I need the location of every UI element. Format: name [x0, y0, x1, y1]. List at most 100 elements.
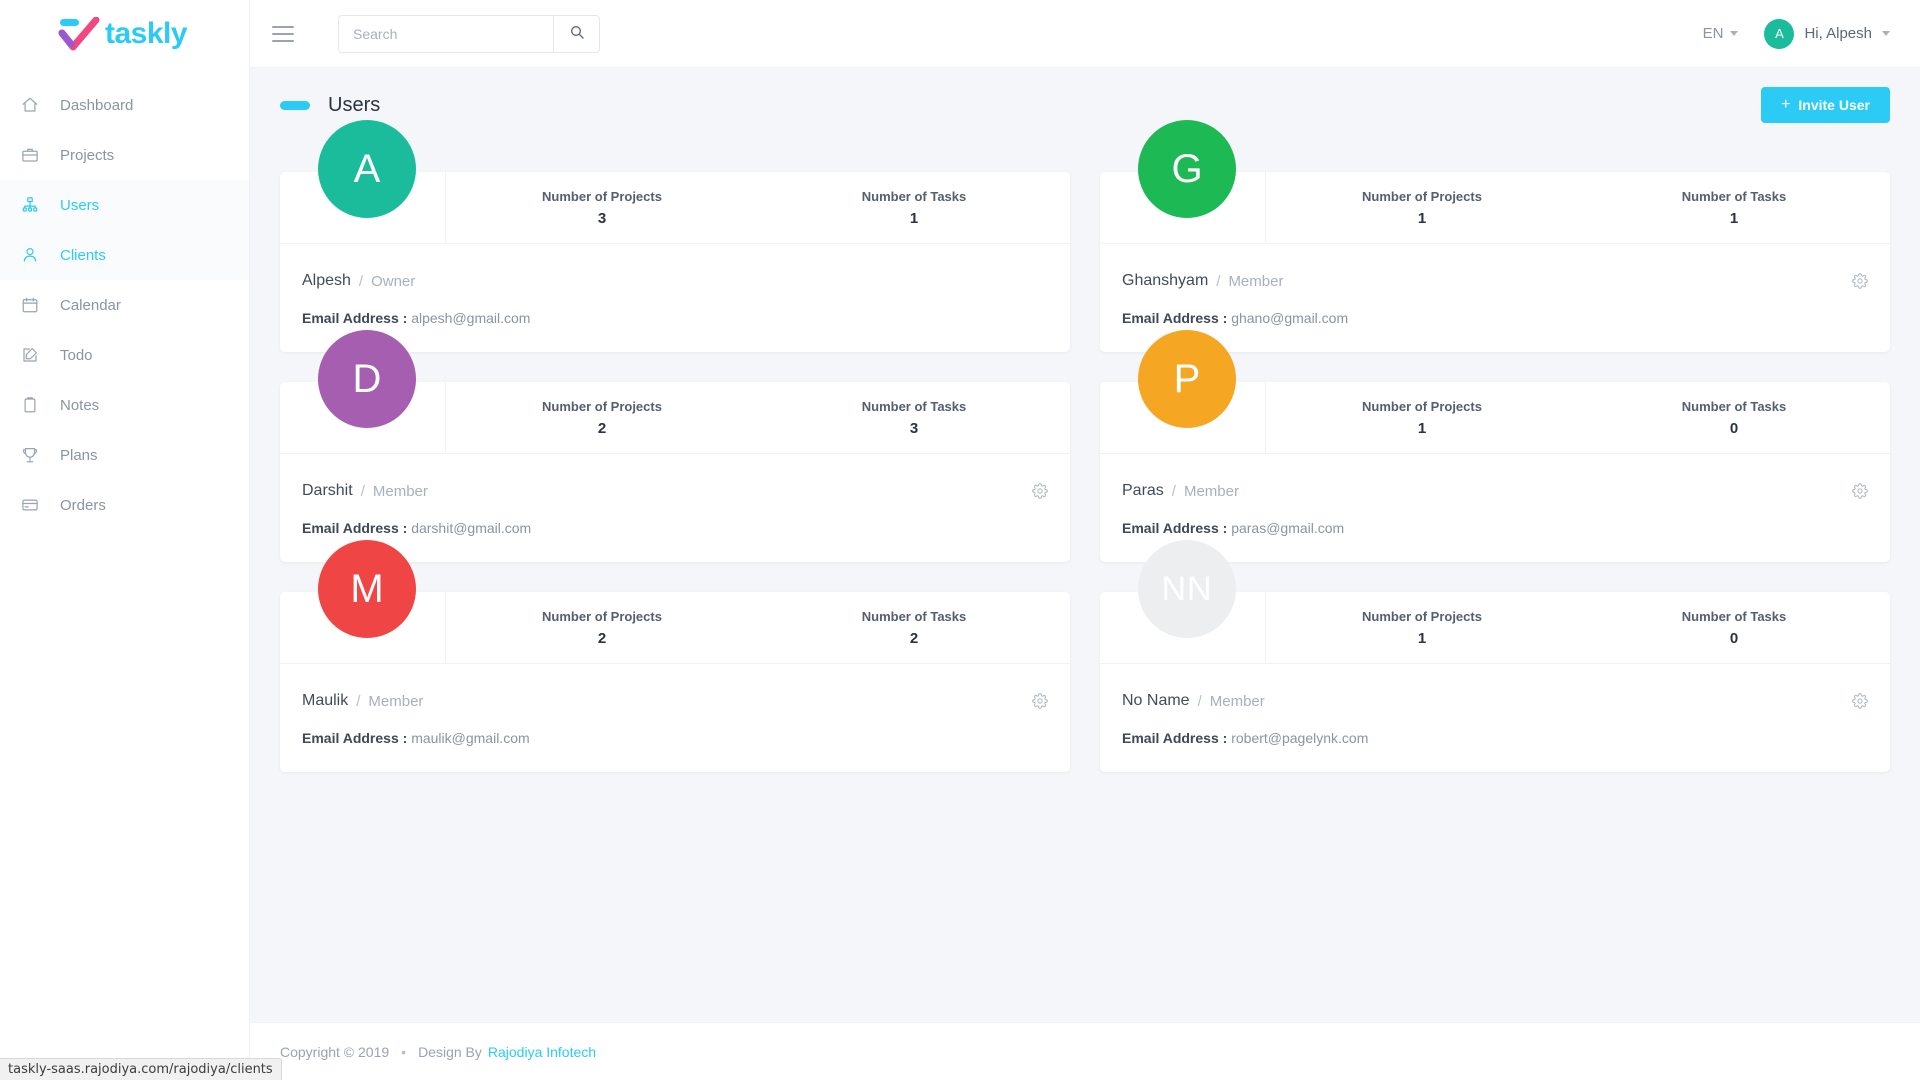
user-card-body: Darshit / Member Email Address : darshit… — [280, 454, 1070, 562]
footer-company-link[interactable]: Rajodiya Infotech — [487, 1043, 597, 1060]
clipboard-icon — [20, 395, 40, 415]
user-avatar: P — [1138, 330, 1236, 428]
user-card: M Number of Projects 2 Number of Tasks 2 — [280, 540, 1070, 772]
logo-text: taskly — [105, 17, 188, 50]
user-card-body: No Name / Member Email Address : robert@… — [1100, 664, 1890, 772]
stat-label: Number of Tasks — [861, 398, 967, 414]
user-email-row: Email Address : alpesh@gmail.com — [302, 310, 1048, 326]
calendar-icon — [20, 295, 40, 315]
stat-label: Number of Projects — [542, 398, 662, 414]
sidebar: taskly Dashboard Projects Users — [0, 0, 250, 1080]
separator: / — [1216, 272, 1221, 290]
email-label: Email Address : — [302, 730, 408, 746]
users-grid: A Number of Projects 3 Number of Tasks 1 — [280, 120, 1890, 772]
footer-design-by: Design By — [418, 1043, 482, 1060]
logo[interactable]: taskly — [0, 0, 249, 68]
stat-projects: Number of Projects 3 — [446, 172, 758, 243]
user-email-row: Email Address : robert@pagelynk.com — [1122, 730, 1868, 746]
email-label: Email Address : — [1122, 520, 1228, 536]
stat-projects: Number of Projects 1 — [1266, 172, 1578, 243]
user-stats: Number of Projects 2 Number of Tasks 2 — [280, 592, 1070, 664]
stat-label: Number of Projects — [542, 188, 662, 204]
footer-dot: • — [401, 1043, 407, 1060]
sidebar-item-todo[interactable]: Todo — [0, 330, 249, 380]
browser-status-bar: taskly-saas.rajodiya.com/rajodiya/client… — [0, 1058, 282, 1080]
search-button[interactable] — [553, 14, 600, 53]
language-selector[interactable]: EN — [1703, 25, 1739, 42]
settings-gear-icon[interactable] — [1032, 693, 1048, 709]
invite-user-button[interactable]: + Invite User — [1761, 87, 1890, 123]
sidebar-label: Dashboard — [60, 96, 134, 114]
avatar-spacer — [280, 382, 446, 453]
stat-value: 1 — [909, 209, 919, 227]
search-group — [338, 14, 600, 53]
settings-gear-icon[interactable] — [1852, 483, 1868, 499]
user-role: Member — [1183, 482, 1239, 500]
user-name-row: Darshit / Member — [302, 482, 1048, 500]
stat-projects: Number of Projects 2 — [446, 592, 758, 663]
sidebar-item-calendar[interactable]: Calendar — [0, 280, 249, 330]
stat-value: 1 — [1417, 209, 1427, 227]
credit-card-icon — [20, 495, 40, 515]
user-card-slot: NN Number of Projects 1 Number of Tasks … — [1100, 540, 1890, 772]
sidebar-label: Notes — [60, 396, 100, 414]
sidebar-item-plans[interactable]: Plans — [0, 430, 249, 480]
stat-value: 2 — [597, 629, 607, 647]
page-accent-bar — [280, 100, 310, 110]
user-name: Alpesh — [302, 272, 351, 289]
user-role: Member — [372, 482, 428, 500]
user-stats: Number of Projects 2 Number of Tasks 3 — [280, 382, 1070, 454]
user-card: NN Number of Projects 1 Number of Tasks … — [1100, 540, 1890, 772]
sidebar-item-clients[interactable]: Clients — [0, 230, 249, 280]
user-stats: Number of Projects 1 Number of Tasks 0 — [1100, 592, 1890, 664]
user-card: G Number of Projects 1 Number of Tasks 1 — [1100, 120, 1890, 352]
search-icon — [569, 24, 585, 43]
search-input[interactable] — [338, 14, 553, 53]
user-greeting: Hi, Alpesh — [1804, 25, 1872, 42]
sidebar-item-notes[interactable]: Notes — [0, 380, 249, 430]
separator: / — [360, 482, 365, 500]
settings-gear-icon[interactable] — [1032, 483, 1048, 499]
user-card-slot: G Number of Projects 1 Number of Tasks 1 — [1100, 120, 1890, 352]
stat-label: Number of Projects — [1362, 608, 1482, 624]
sidebar-label: Plans — [60, 446, 98, 464]
user-email-row: Email Address : ghano@gmail.com — [1122, 310, 1868, 326]
plus-icon: + — [1781, 96, 1791, 113]
avatar-spacer — [1100, 172, 1266, 243]
user-avatar: D — [318, 330, 416, 428]
user-menu[interactable]: A Hi, Alpesh — [1764, 18, 1890, 49]
user-card: P Number of Projects 1 Number of Tasks 0 — [1100, 330, 1890, 562]
stat-tasks: Number of Tasks 2 — [758, 592, 1070, 663]
stat-value: 1 — [1729, 209, 1739, 227]
user-card: D Number of Projects 2 Number of Tasks 3 — [280, 330, 1070, 562]
settings-gear-icon[interactable] — [1852, 273, 1868, 289]
user-card-body: Maulik / Member Email Address : maulik@g… — [280, 664, 1070, 772]
settings-gear-icon[interactable] — [1852, 693, 1868, 709]
user-name: Ghanshyam — [1122, 272, 1209, 289]
user-name-row: Alpesh / Owner — [302, 272, 1048, 290]
user-card-body: Alpesh / Owner Email Address : alpesh@gm… — [280, 244, 1070, 352]
stat-value: 0 — [1729, 629, 1739, 647]
stat-tasks: Number of Tasks 3 — [758, 382, 1070, 453]
sitemap-icon — [20, 195, 40, 215]
user-avatar: NN — [1138, 540, 1236, 638]
stat-tasks: Number of Tasks 1 — [758, 172, 1070, 243]
footer: Copyright © 2019 • Design By Rajodiya In… — [250, 1022, 1920, 1080]
user-email: ghano@gmail.com — [1231, 310, 1349, 326]
user-name: Darshit — [302, 482, 353, 499]
user-stats: Number of Projects 1 Number of Tasks 1 — [1100, 172, 1890, 244]
sidebar-item-dashboard[interactable]: Dashboard — [0, 80, 249, 130]
avatar-spacer — [280, 592, 446, 663]
user-avatar: M — [318, 540, 416, 638]
sidebar-item-projects[interactable]: Projects — [0, 130, 249, 180]
user-role: Member — [1209, 692, 1265, 710]
sidebar-label: Todo — [60, 346, 93, 364]
sidebar-item-orders[interactable]: Orders — [0, 480, 249, 530]
hamburger-icon[interactable] — [272, 25, 294, 42]
sidebar-label: Clients — [60, 246, 106, 264]
user-name: Paras — [1122, 482, 1164, 499]
topbar: EN A Hi, Alpesh — [250, 0, 1920, 68]
separator: / — [356, 692, 361, 710]
user-name-row: Ghanshyam / Member — [1122, 272, 1868, 290]
sidebar-item-users[interactable]: Users — [0, 180, 249, 230]
